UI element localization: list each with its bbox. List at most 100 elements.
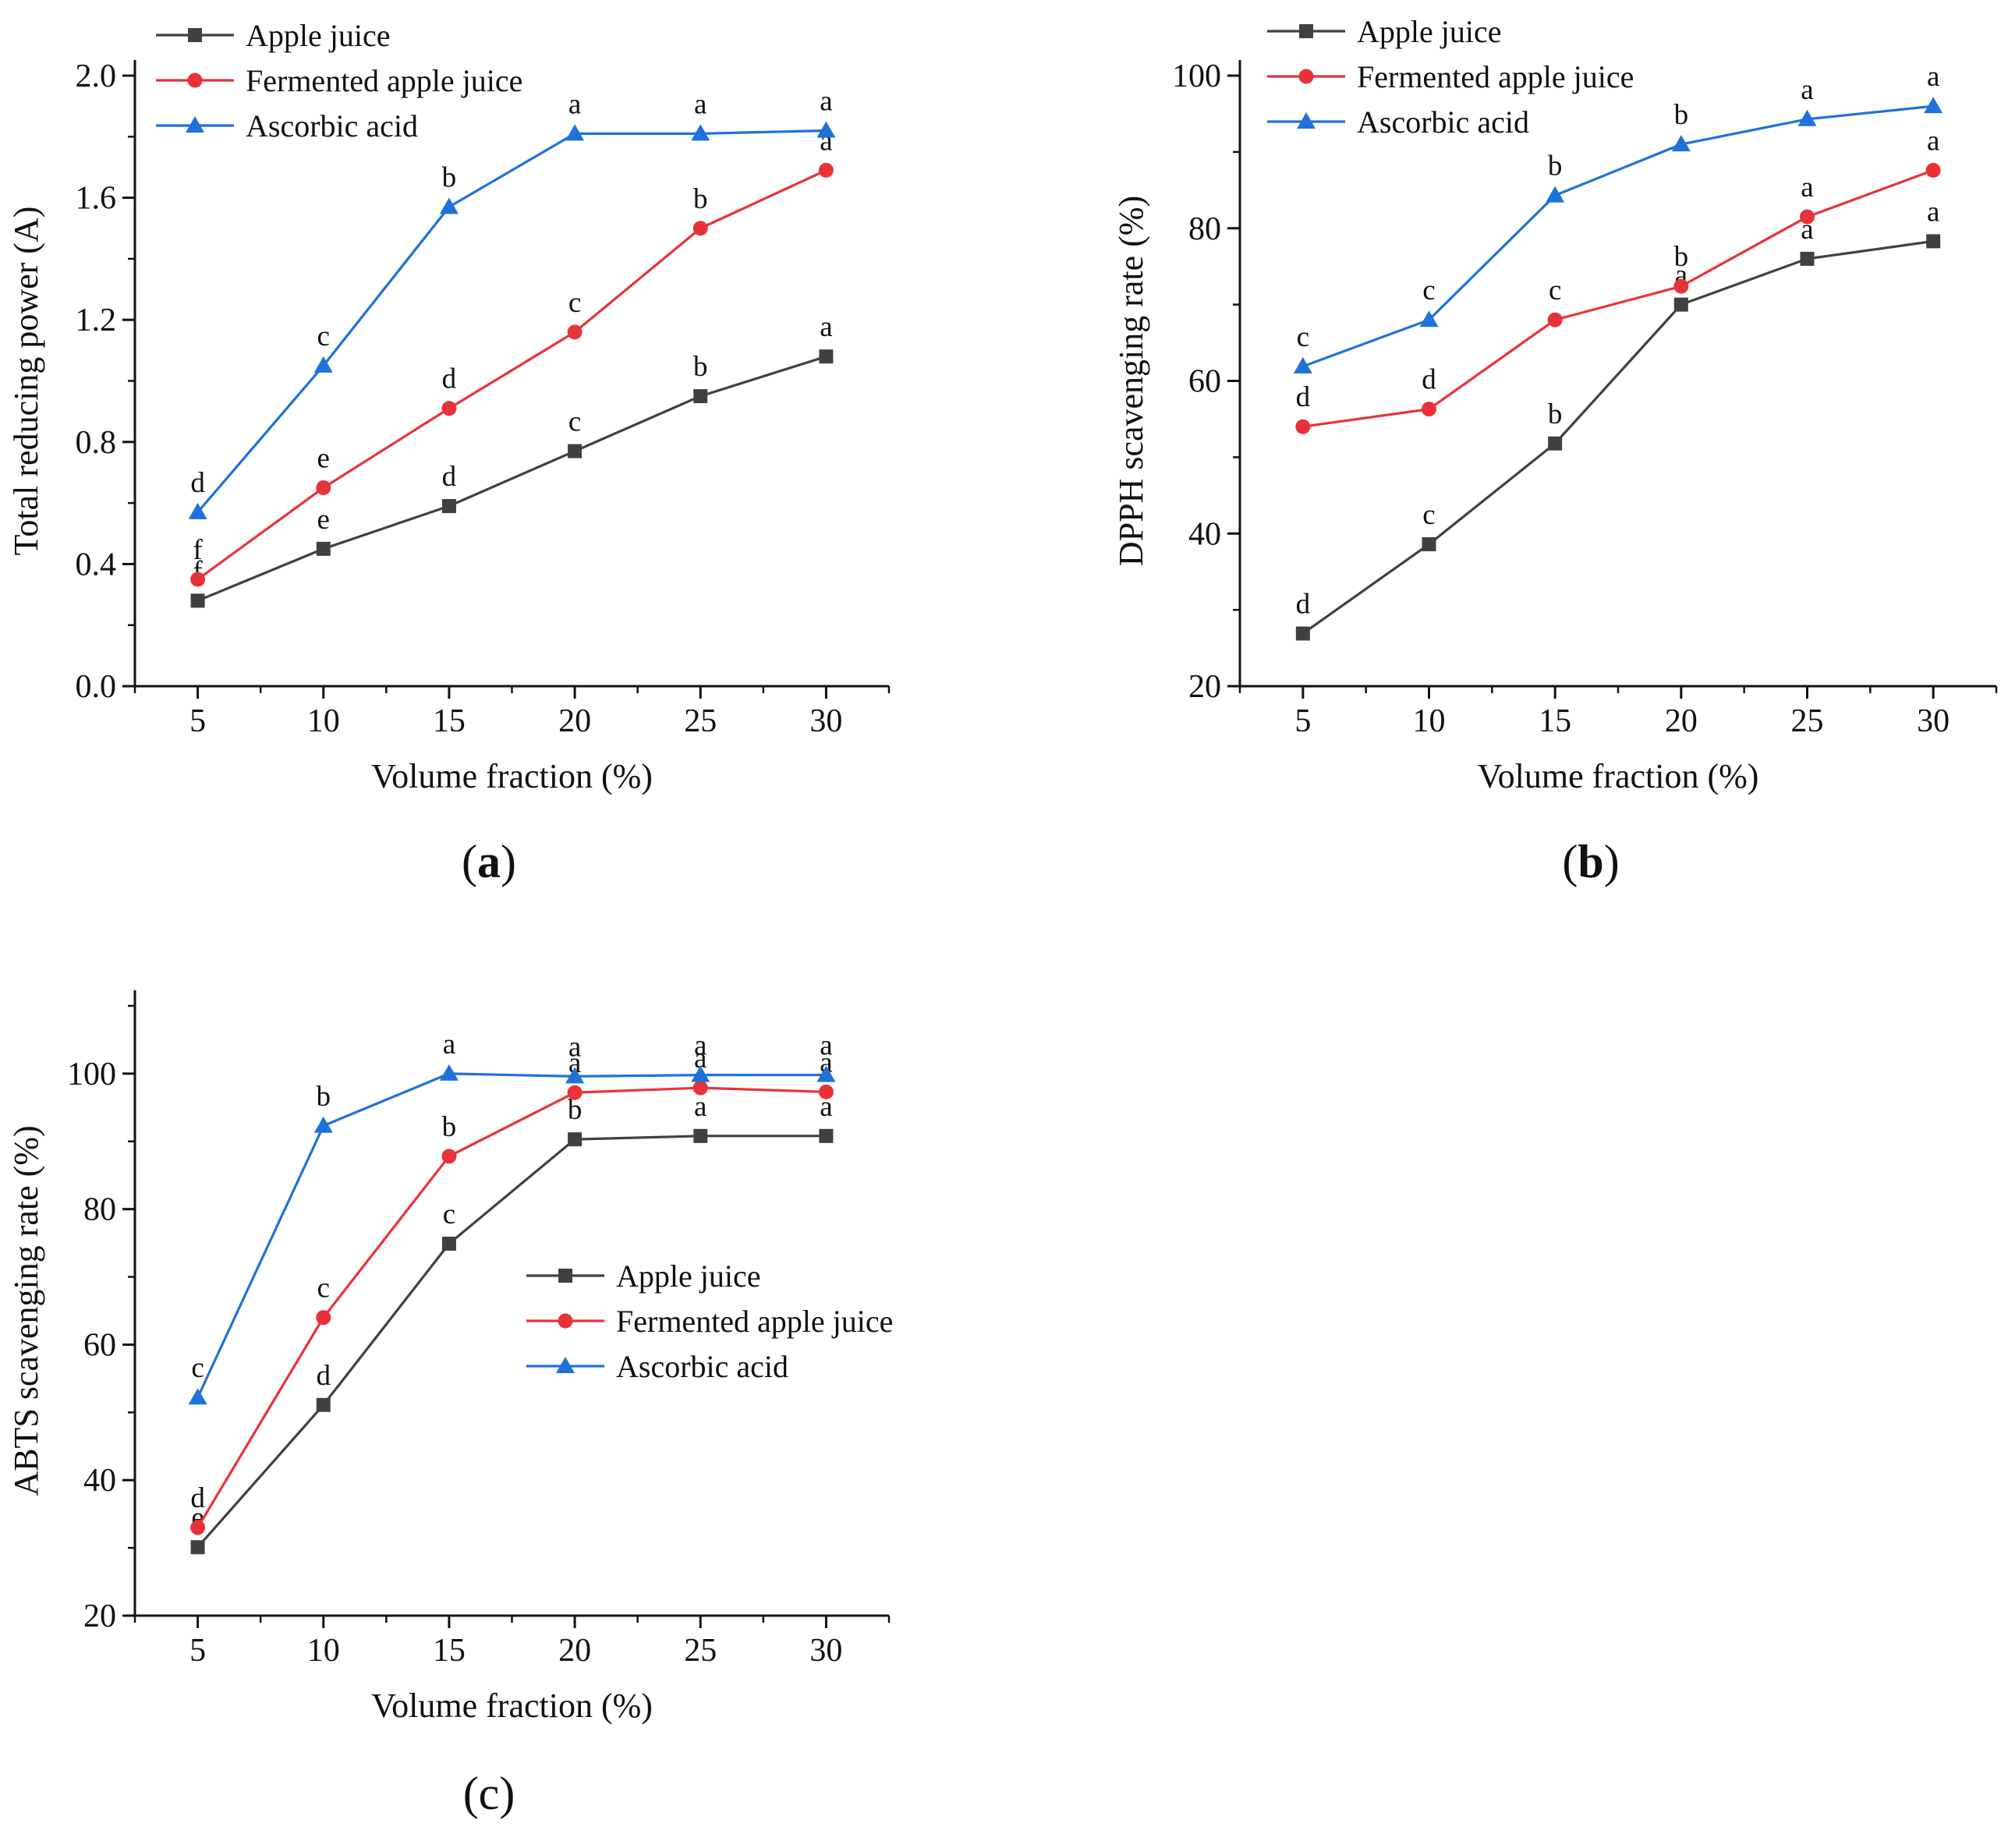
data-point [1673,297,1688,312]
significance-letter: c [568,287,581,319]
significance-letter: c [568,406,581,438]
series-line [197,1086,827,1528]
y-tick-label: 20 [1188,669,1221,705]
series-line [1302,104,1934,368]
x-tick-label: 5 [1294,703,1311,739]
data-point [565,1067,585,1084]
legend-marker [187,73,203,88]
significance-letter: b [317,1081,331,1113]
x-axis-title: Volume fraction (%) [371,1687,653,1725]
data-point [313,356,333,373]
significance-letter: c [317,1273,330,1305]
data-point [1673,278,1689,294]
data-point [692,221,708,236]
data-point [1925,162,1941,178]
significance-letter: a [694,1043,707,1074]
x-tick-label: 30 [1917,703,1950,739]
significance-letter: a [694,1030,707,1062]
significance-letter: b [1674,99,1689,131]
x-axis-title: Volume fraction (%) [1478,757,1759,795]
data-point [441,401,457,416]
significance-letter: e [317,443,330,475]
y-tick-label: 0.8 [76,425,117,461]
data-point [190,1520,206,1535]
data-point [818,162,834,178]
data-point [1422,402,1436,417]
x-axis-title: Volume fraction (%) [371,757,653,795]
data-point [1924,97,1943,114]
y-tick-label: 60 [1188,364,1221,400]
data-point [190,593,205,608]
legend-marker [558,1313,573,1329]
significance-letter: b [568,1094,583,1126]
significance-letter: b [1674,241,1689,273]
data-point [441,499,456,514]
data-point [816,121,836,138]
y-tick-label: 100 [67,1057,116,1092]
legend-label: Fermented apple juice [246,63,522,98]
y-tick-label: 100 [1172,58,1221,94]
x-tick-label: 30 [809,703,842,739]
y-tick-label: 80 [1188,211,1221,247]
data-point [1547,312,1563,327]
data-point [1422,536,1436,551]
legend-label: Apple juice [616,1259,761,1294]
legend-marker [186,116,204,133]
x-tick-label: 10 [1413,703,1446,739]
significance-letter: a [820,85,832,117]
data-point [1671,135,1691,152]
legend-label: Ascorbic acid [246,108,418,143]
y-axis-title: ABTS scavenging rate (%) [7,1125,45,1496]
data-point [316,480,331,496]
significance-letter: f [193,534,203,566]
data-point [316,1310,331,1326]
significance-letter: a [568,1047,581,1079]
significance-letter: c [317,320,330,352]
data-point [816,1065,836,1082]
y-tick-label: 0.4 [76,547,117,582]
significance-letter: e [317,504,330,536]
panel-label: (a) [462,836,516,887]
data-point [1800,209,1815,225]
x-tick-label: 5 [189,703,206,739]
legend-marker [188,28,202,42]
chart-panel-3: 20 40 60 80 100 5 10 15 20 25 30 Volume fraction (%… [7,990,893,1819]
data-point [819,349,834,364]
significance-letter: c [1422,274,1435,306]
significance-letter: a [694,88,707,120]
data-point [691,124,710,141]
data-point [1800,251,1815,266]
significance-letter: c [1549,274,1561,306]
series-line [197,355,827,602]
legend-marker [556,1357,575,1373]
series-line [197,129,827,513]
data-point [565,124,585,141]
data-point [188,1388,207,1405]
significance-letter: d [442,363,457,395]
significance-letter: b [693,183,708,215]
data-point [316,541,331,556]
legend-label: Apple juice [246,18,391,53]
data-point [441,1149,457,1164]
data-point [1546,186,1565,203]
data-point [568,444,583,458]
panel-label: (c) [463,1768,515,1819]
significance-letter: a [443,1028,455,1060]
data-point [190,572,206,587]
data-point [818,1084,834,1099]
data-point [441,1236,456,1251]
significance-letter: d [1296,381,1311,413]
significance-letter: c [443,1198,455,1230]
significance-letter: a [1927,125,1939,157]
data-point [567,1085,583,1100]
data-point [1295,626,1310,641]
data-point [439,197,459,214]
x-tick-label: 5 [189,1633,206,1669]
significance-letter: b [693,351,708,383]
significance-letter: a [1801,74,1813,106]
y-tick-label: 2.0 [76,58,117,94]
data-point [190,1540,205,1555]
significance-letter: b [442,1111,457,1143]
significance-letter: a [1927,196,1939,228]
